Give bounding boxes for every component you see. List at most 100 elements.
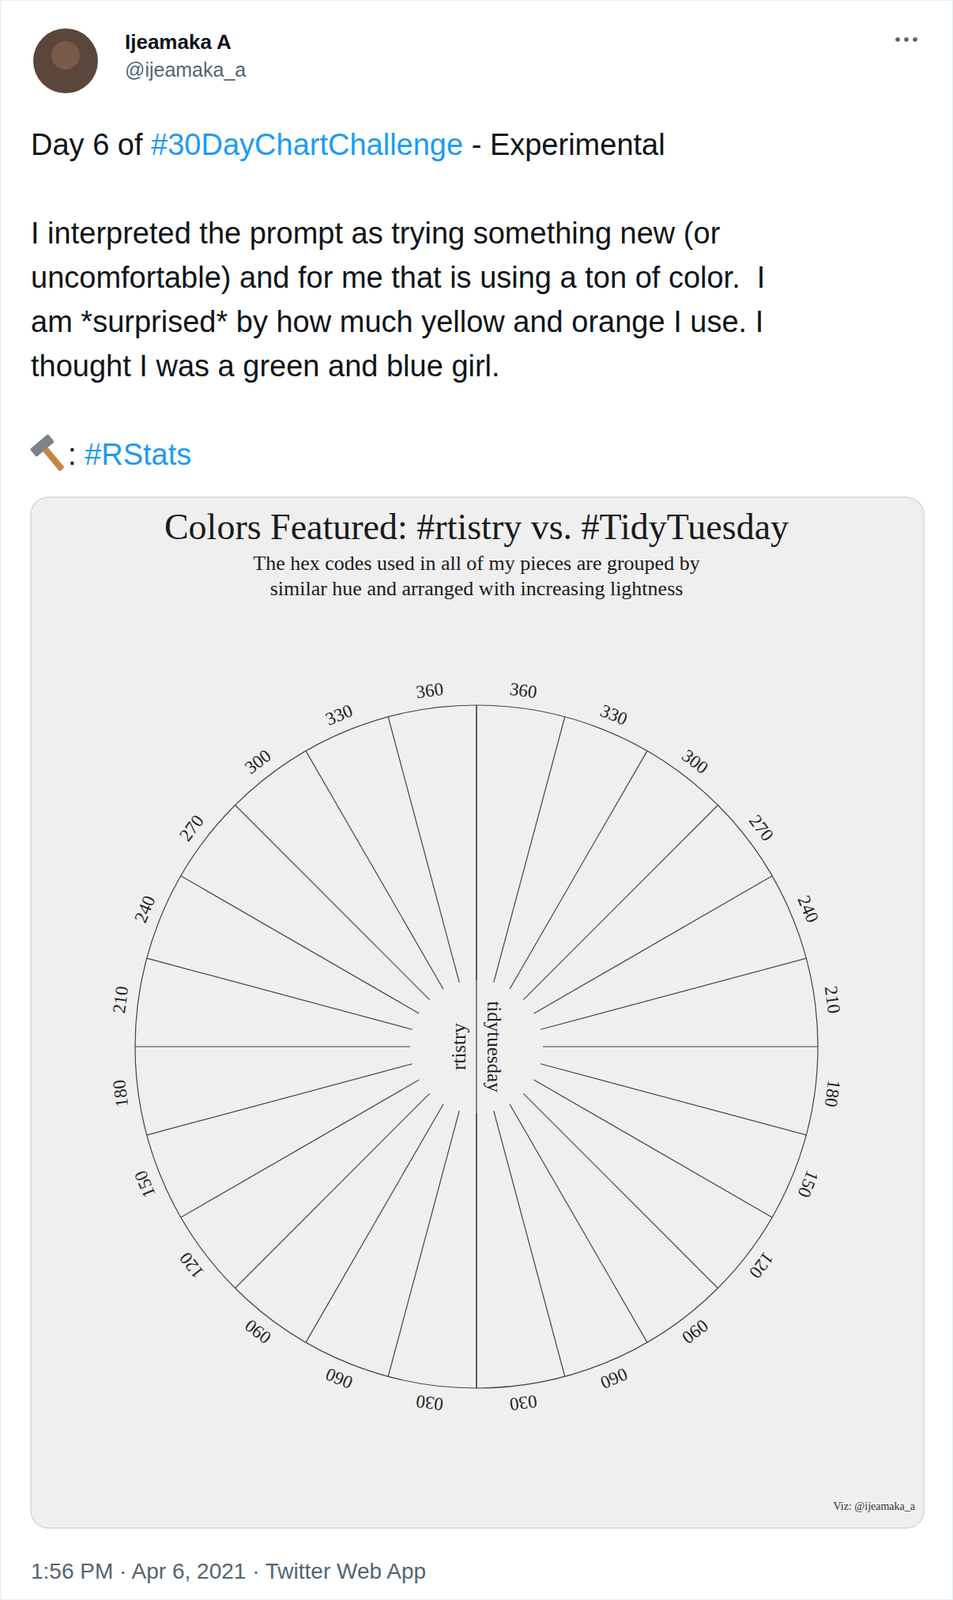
color-swatch[interactable] — [397, 1026, 408, 1046]
color-swatch[interactable] — [399, 1007, 415, 1028]
color-swatch[interactable] — [433, 1116, 456, 1133]
color-swatch[interactable] — [602, 1135, 638, 1178]
color-swatch[interactable] — [495, 969, 516, 985]
color-swatch[interactable] — [523, 1200, 569, 1226]
color-swatch[interactable] — [406, 960, 431, 982]
hashtag[interactable]: #30DayChartChallenge — [150, 128, 464, 162]
color-swatch[interactable] — [343, 978, 365, 1013]
color-swatch[interactable] — [391, 976, 412, 1001]
color-swatch[interactable] — [554, 997, 572, 1022]
timestamp[interactable]: 1:56 PM · Apr 6, 2021 · Twitter Web App — [30, 1558, 426, 1583]
color-swatch[interactable] — [564, 1021, 576, 1046]
color-swatch[interactable] — [357, 949, 385, 982]
color-swatch[interactable] — [446, 928, 476, 941]
color-swatch[interactable] — [386, 1130, 416, 1157]
color-swatch[interactable] — [323, 922, 358, 962]
color-swatch[interactable] — [477, 1227, 527, 1243]
color-swatch[interactable] — [545, 1047, 556, 1067]
color-swatch[interactable] — [400, 953, 426, 976]
color-swatch[interactable] — [456, 967, 476, 978]
color-swatch[interactable] — [345, 1267, 410, 1301]
color-swatch[interactable] — [454, 1124, 476, 1136]
color-swatch[interactable] — [353, 983, 373, 1015]
color-swatch[interactable] — [477, 1152, 507, 1164]
color-swatch[interactable] — [429, 1217, 476, 1232]
color-swatch[interactable] — [431, 1208, 476, 1223]
color-swatch[interactable] — [516, 1175, 555, 1198]
color-swatch[interactable] — [520, 1191, 565, 1217]
color-swatch[interactable] — [374, 1101, 399, 1130]
color-swatch[interactable] — [368, 1018, 381, 1046]
color-swatch[interactable] — [403, 1311, 476, 1330]
color-swatch[interactable] — [518, 1183, 560, 1208]
color-swatch[interactable] — [575, 1116, 604, 1150]
color-swatch[interactable] — [365, 1152, 402, 1183]
color-swatch[interactable] — [374, 1216, 426, 1244]
color-swatch[interactable] — [433, 1199, 476, 1213]
color-swatch[interactable] — [365, 956, 392, 986]
color-swatch[interactable] — [477, 1171, 512, 1184]
color-swatch[interactable] — [477, 1161, 509, 1175]
color-swatch[interactable] — [527, 1082, 545, 1103]
color-swatch[interactable] — [477, 1236, 529, 1252]
color-swatch[interactable] — [477, 1180, 514, 1194]
color-swatch[interactable] — [341, 1121, 372, 1157]
color-swatch[interactable] — [307, 908, 344, 953]
color-swatch[interactable] — [503, 1133, 531, 1151]
color-swatch[interactable] — [582, 935, 613, 972]
color-swatch[interactable] — [290, 894, 331, 942]
color-swatch[interactable] — [572, 1047, 585, 1074]
color-swatch[interactable] — [397, 1047, 408, 1067]
color-swatch[interactable] — [400, 1117, 426, 1140]
color-swatch[interactable] — [365, 1106, 392, 1136]
color-swatch[interactable] — [391, 1002, 407, 1025]
color-swatch[interactable] — [325, 1301, 400, 1339]
color-swatch[interactable] — [421, 978, 441, 996]
color-swatch[interactable] — [564, 1047, 576, 1071]
color-swatch[interactable] — [525, 1209, 574, 1236]
color-swatch[interactable] — [616, 1145, 655, 1192]
color-swatch[interactable] — [575, 942, 604, 976]
color-swatch[interactable] — [359, 1242, 418, 1273]
color-swatch[interactable] — [409, 1292, 476, 1310]
color-swatch[interactable] — [444, 1161, 476, 1175]
color-swatch[interactable] — [391, 1092, 412, 1116]
color-swatch[interactable] — [517, 969, 539, 989]
color-swatch[interactable] — [588, 1126, 621, 1164]
color-swatch[interactable] — [512, 978, 533, 996]
color-swatch[interactable] — [298, 901, 337, 948]
color-swatch[interactable] — [538, 1065, 554, 1085]
color-swatch[interactable] — [568, 949, 596, 982]
color-swatch[interactable] — [324, 968, 347, 1008]
color-swatch[interactable] — [437, 1107, 458, 1123]
color-swatch[interactable] — [534, 1087, 554, 1109]
color-swatch[interactable] — [580, 1077, 600, 1110]
color-swatch[interactable] — [380, 1137, 412, 1165]
color-swatch[interactable] — [349, 942, 378, 976]
color-swatch[interactable] — [399, 983, 419, 1006]
author-handle[interactable]: @ijeamaka_a — [124, 58, 246, 81]
color-swatch[interactable] — [381, 1070, 399, 1096]
color-swatch[interactable] — [399, 1065, 415, 1085]
color-swatch[interactable] — [568, 1111, 596, 1144]
color-swatch[interactable] — [332, 929, 365, 967]
color-swatch[interactable] — [379, 1209, 428, 1236]
avatar[interactable] — [33, 28, 98, 94]
color-swatch[interactable] — [399, 1087, 419, 1109]
color-swatch[interactable] — [582, 1121, 613, 1157]
color-swatch[interactable] — [512, 1167, 550, 1189]
color-swatch[interactable] — [416, 1265, 476, 1281]
color-swatch[interactable] — [580, 983, 600, 1015]
color-swatch[interactable] — [547, 970, 570, 996]
color-swatch[interactable] — [477, 1114, 497, 1126]
color-swatch[interactable] — [357, 1111, 385, 1144]
more-menu[interactable] — [895, 37, 918, 42]
color-swatch[interactable] — [441, 1171, 476, 1184]
color-swatch[interactable] — [437, 969, 458, 985]
color-swatch[interactable] — [372, 992, 390, 1020]
color-swatch[interactable] — [588, 929, 621, 967]
color-swatch[interactable] — [380, 927, 412, 955]
color-swatch[interactable] — [381, 997, 399, 1022]
color-swatch[interactable] — [384, 1200, 430, 1226]
color-swatch[interactable] — [273, 881, 317, 933]
